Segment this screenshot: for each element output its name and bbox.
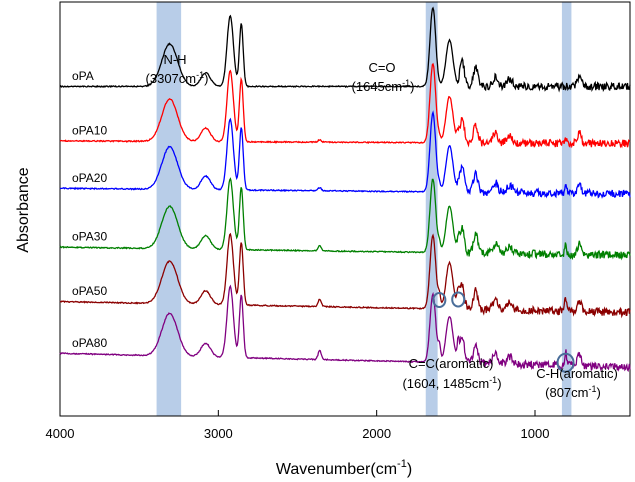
x-axis-title: Wavenumber(cm-1) xyxy=(276,458,412,478)
series-line-oPA30 xyxy=(59,177,631,261)
annotation-nh-line2: (3307cm-1) xyxy=(146,70,209,86)
series-label-oPA20: oPA20 xyxy=(72,171,107,185)
sample-labels: oPA oPA10 oPA20 oPA30 oPA50 oPA80 xyxy=(72,69,107,350)
x-tick-label-1000: 1000 xyxy=(521,426,550,441)
series-line-oPA80 xyxy=(59,284,631,373)
y-axis-title: Absorbance xyxy=(15,167,32,252)
x-tick-label-3000: 3000 xyxy=(204,426,233,441)
marker-circle-1 xyxy=(451,291,466,308)
marker-circle-2 xyxy=(556,352,575,373)
highlight-bands xyxy=(156,2,572,416)
highlight-band-2 xyxy=(561,2,572,416)
series-label-oPA50: oPA50 xyxy=(72,284,107,298)
annotation-ch-line2: (807cm-1) xyxy=(545,384,601,400)
annotation-ch-line1: C-H(aromatic) xyxy=(536,366,618,381)
x-axis-ticks: 4000 3000 2000 1000 xyxy=(46,410,550,441)
series-label-oPA10: oPA10 xyxy=(72,123,107,137)
annotation-co-line1: C=O xyxy=(368,60,395,75)
series-label-oPA: oPA xyxy=(72,69,94,83)
x-tick-label-4000: 4000 xyxy=(46,426,75,441)
annotation-cc-line2: (1604, 1485cm-1) xyxy=(402,375,501,391)
marker-circle-0 xyxy=(432,291,447,308)
series-line-oPA xyxy=(59,6,631,93)
series-line-oPA20 xyxy=(59,110,631,199)
annotation-nh-line1: N-H xyxy=(163,52,186,67)
series-group xyxy=(59,6,631,373)
x-tick-label-2000: 2000 xyxy=(362,426,391,441)
annotation-cc-line1: C=C(aromatic) xyxy=(409,356,494,371)
series-line-oPA10 xyxy=(59,62,631,149)
series-line-oPA50 xyxy=(59,232,631,319)
series-label-oPA80: oPA80 xyxy=(72,336,107,350)
marker-circles xyxy=(432,291,575,373)
highlight-band-1 xyxy=(425,2,438,416)
highlight-band-0 xyxy=(156,2,182,416)
series-label-oPA30: oPA30 xyxy=(72,230,107,244)
plot-frame xyxy=(59,1,631,417)
annotation-co-line2: (1645cm-1) xyxy=(352,78,415,94)
